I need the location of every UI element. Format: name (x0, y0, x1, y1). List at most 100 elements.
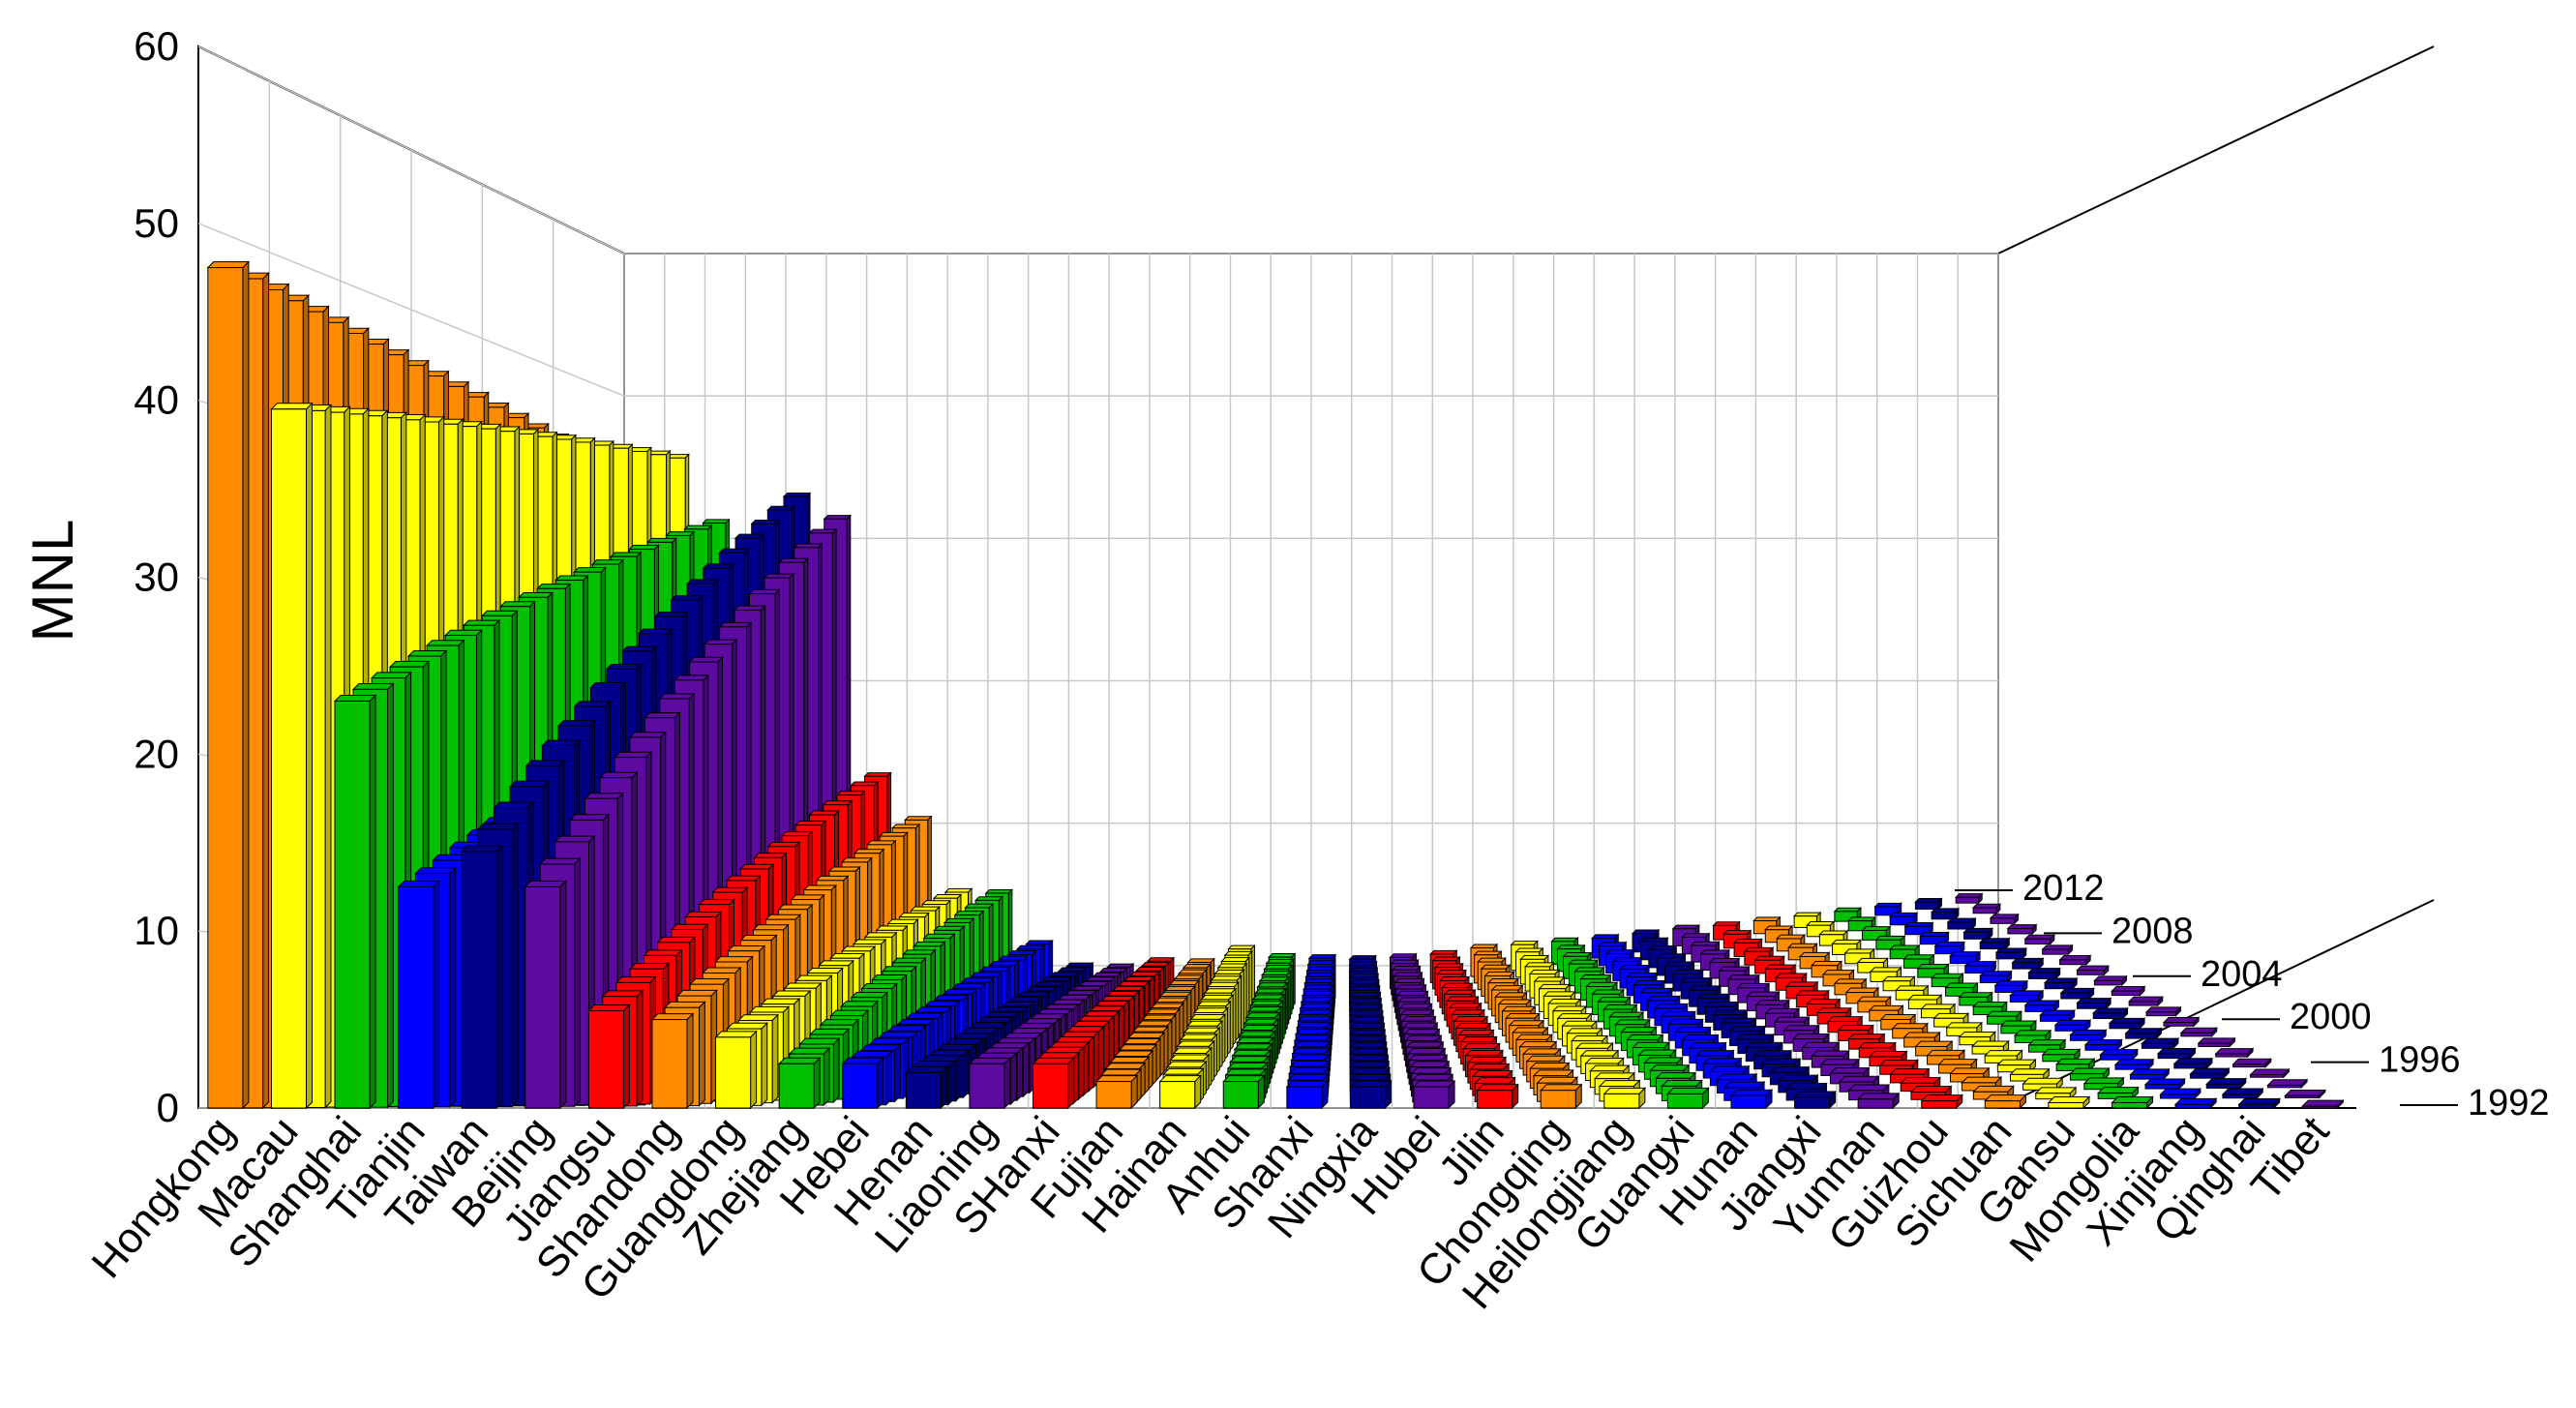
bar-top (1603, 1004, 1638, 1010)
bar (1972, 907, 1997, 914)
bar-top (1643, 1057, 1684, 1063)
bar-side (242, 260, 250, 1110)
bar-top (1709, 1065, 1751, 1072)
bar-top (587, 1004, 631, 1011)
bar-top (1058, 995, 1092, 1001)
bar-top (1971, 1002, 2008, 1007)
bar-top (1222, 1075, 1266, 1083)
bar-top (2127, 996, 2164, 1003)
bar-top (1089, 1005, 1125, 1012)
bar-top (788, 1047, 831, 1055)
bar (2099, 1054, 2133, 1061)
bar-top (1476, 1084, 1519, 1092)
bar-top (1032, 1057, 1075, 1064)
bar-top (1189, 1013, 1227, 1020)
bar-top (1722, 930, 1752, 935)
bar-top (2172, 1058, 2214, 1064)
bar-top (1172, 1047, 1213, 1054)
bar (2174, 1103, 2211, 1109)
bar-top (1405, 1041, 1445, 1048)
bar-top (1348, 1035, 1388, 1042)
bar-top (270, 403, 314, 410)
bar-top (802, 884, 838, 891)
bar-side (369, 694, 376, 1110)
bar-top (1810, 961, 1843, 967)
bar-top (1390, 959, 1420, 965)
bar-top (1407, 1054, 1449, 1062)
bar-top (2301, 1099, 2345, 1107)
bar (2111, 990, 2141, 996)
bar-top (1626, 1034, 1664, 1041)
bar-top (752, 924, 790, 931)
bar-top (1123, 975, 1155, 981)
bar-top (370, 672, 412, 679)
bar-top (1518, 1041, 1558, 1048)
bar-top (886, 1025, 927, 1032)
bar-top (1903, 921, 1934, 927)
bar-top (1030, 1013, 1067, 1020)
bar (2097, 1093, 2134, 1099)
bar-top (1106, 990, 1140, 997)
bar-top (1307, 954, 1337, 959)
bar-top (1265, 959, 1295, 964)
bar-top (921, 900, 952, 906)
bar-top (1712, 1009, 1749, 1016)
bar-top (1878, 1060, 1919, 1066)
bar-top (1258, 976, 1291, 982)
bar-top (2099, 1049, 2139, 1056)
bar-top (988, 961, 1020, 967)
bar (1222, 1081, 1259, 1109)
bar-top (674, 674, 710, 681)
bar-top (1077, 1015, 1116, 1022)
bar-top (1392, 972, 1423, 977)
bar-top (1154, 997, 1189, 1004)
bar-top (860, 982, 898, 990)
bar-top (1092, 972, 1123, 977)
bar-side (885, 1050, 893, 1106)
bar-top (1094, 1075, 1139, 1083)
bar (2222, 1093, 2258, 1099)
bar-top (518, 592, 554, 598)
bar-top (1930, 908, 1961, 914)
bar-top (852, 939, 887, 945)
bar-top (628, 732, 667, 738)
bar-top (1716, 1073, 1758, 1081)
bar-top (1412, 1080, 1456, 1088)
bar-top (2162, 1017, 2201, 1024)
bar (2069, 1073, 2105, 1081)
bar-top (1438, 975, 1471, 982)
bar-top (829, 952, 866, 959)
bar-top (2069, 1029, 2108, 1035)
bar (587, 1009, 624, 1109)
bar-top (1907, 994, 1943, 1001)
bar-top (1680, 977, 1714, 983)
bar-top (914, 1006, 952, 1013)
bar-top (1618, 965, 1651, 971)
bar (1540, 1090, 1576, 1109)
bar-top (1954, 893, 1984, 898)
bar (1857, 1098, 1894, 1109)
bar-top (1017, 991, 1051, 997)
bar-top (1983, 1050, 2023, 1057)
bar-top (1838, 1075, 1880, 1083)
bar-top (1389, 953, 1418, 958)
bar-top (2041, 1048, 2082, 1056)
bar-top (1163, 985, 1197, 992)
bar-top (1450, 1009, 1486, 1015)
bar-top (614, 751, 653, 759)
bar-top (978, 966, 1012, 973)
bar-top (944, 887, 973, 893)
bar-top (1396, 997, 1431, 1003)
bar (1955, 896, 1980, 904)
bar-top (794, 974, 833, 981)
bar-top (868, 1037, 911, 1045)
bar-top (601, 990, 644, 998)
bar-top (1712, 921, 1741, 926)
bar-top (1920, 1004, 1957, 1010)
bar (2157, 1053, 2191, 1060)
bar (651, 1019, 688, 1109)
bar-top (1902, 1032, 1941, 1038)
bar-top (1497, 999, 1533, 1005)
bar-top (1349, 1061, 1391, 1068)
bar-top (1469, 944, 1499, 949)
